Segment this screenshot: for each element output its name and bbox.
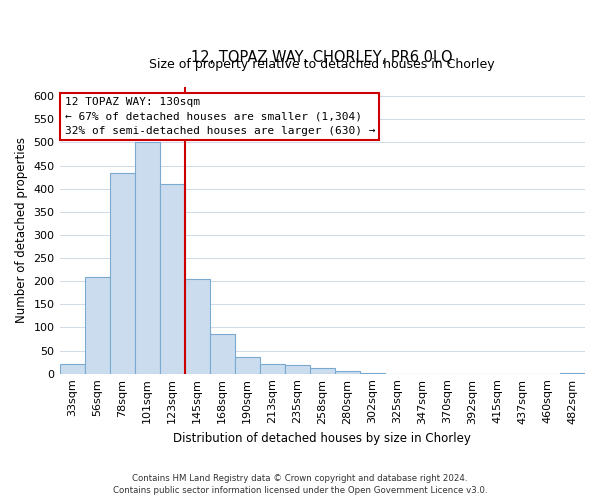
Bar	[185, 279, 209, 374]
Bar	[560, 373, 585, 374]
Bar	[285, 366, 310, 374]
Bar	[209, 334, 235, 374]
Bar	[235, 358, 260, 374]
Bar	[360, 373, 385, 374]
X-axis label: Distribution of detached houses by size in Chorley: Distribution of detached houses by size …	[173, 432, 471, 445]
Bar	[134, 142, 160, 374]
Bar	[310, 368, 335, 374]
Y-axis label: Number of detached properties: Number of detached properties	[15, 138, 28, 324]
Title: 12, TOPAZ WAY, CHORLEY, PR6 0LQ: 12, TOPAZ WAY, CHORLEY, PR6 0LQ	[191, 50, 453, 65]
Bar	[335, 372, 360, 374]
Text: Contains HM Land Registry data © Crown copyright and database right 2024.
Contai: Contains HM Land Registry data © Crown c…	[113, 474, 487, 495]
Bar	[160, 184, 185, 374]
Text: Size of property relative to detached houses in Chorley: Size of property relative to detached ho…	[149, 58, 495, 71]
Bar	[110, 172, 134, 374]
Bar	[85, 276, 110, 374]
Text: 12 TOPAZ WAY: 130sqm
← 67% of detached houses are smaller (1,304)
32% of semi-de: 12 TOPAZ WAY: 130sqm ← 67% of detached h…	[65, 97, 375, 136]
Bar	[59, 364, 85, 374]
Bar	[260, 364, 285, 374]
